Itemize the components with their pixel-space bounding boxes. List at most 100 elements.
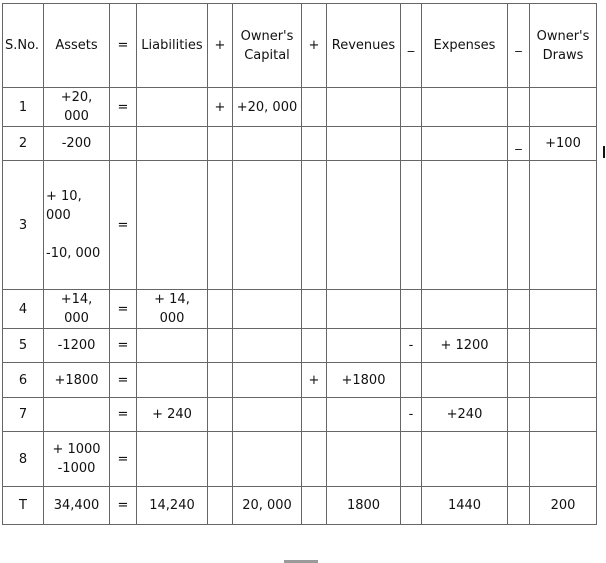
- cell-expenses: [421, 87, 508, 127]
- cell-op3: [301, 328, 327, 363]
- table-row: 7 = + 240 - +240: [2, 397, 597, 432]
- cell-draws: [529, 160, 597, 290]
- cell-op1: =: [109, 87, 137, 127]
- header-cell-op1: =: [109, 3, 137, 88]
- header-cell-op2: +: [207, 3, 233, 88]
- cell-assets: [43, 397, 110, 432]
- cell-op3: [301, 126, 327, 161]
- cell-capital: +20, 000: [232, 87, 302, 127]
- cell-sno: T: [2, 486, 44, 525]
- cell-op4: [400, 486, 422, 525]
- cell-sno: 8: [2, 431, 44, 487]
- cell-revenues: [326, 431, 401, 487]
- header-cell-sno: S.No.: [2, 3, 44, 88]
- cell-capital: [232, 431, 302, 487]
- cell-capital: [232, 328, 302, 363]
- cell-op1: [109, 126, 137, 161]
- scrollbar-stub: [284, 560, 318, 563]
- cell-assets: -200: [43, 126, 110, 161]
- table-row: 5 -1200 = - + 1200: [2, 328, 597, 363]
- cell-capital: 20, 000: [232, 486, 302, 525]
- cell-op2: [207, 126, 233, 161]
- cell-op4: [400, 289, 422, 329]
- cell-op2: +: [207, 87, 233, 127]
- cell-revenues: [326, 289, 401, 329]
- cell-draws: [529, 328, 597, 363]
- cell-draws: [529, 397, 597, 432]
- cell-draws: [529, 362, 597, 398]
- cell-op3: [301, 486, 327, 525]
- cell-revenues: +1800: [326, 362, 401, 398]
- header-row: S.No. Assets = Liabilities + Owner's Capital +…: [2, 3, 597, 88]
- cell-op4: [400, 362, 422, 398]
- cell-expenses: + 1200: [421, 328, 508, 363]
- cell-op2: [207, 431, 233, 487]
- cell-op2: [207, 160, 233, 290]
- table-row: 3 + 10, 000 -10, 000 =: [2, 160, 597, 290]
- cell-op5: [507, 328, 530, 363]
- table-row: 1 +20, 000 = + +20, 000: [2, 87, 597, 127]
- cell-capital: [232, 160, 302, 290]
- cell-op3: [301, 87, 327, 127]
- cell-revenues: [326, 126, 401, 161]
- cell-op3: [301, 160, 327, 290]
- cell-revenues: [326, 328, 401, 363]
- cell-op5: [507, 362, 530, 398]
- cell-liabilities: [136, 362, 208, 398]
- cell-op1: =: [109, 397, 137, 432]
- accounting-equation-table: S.No. Assets = Liabilities + Owner's Capital +…: [2, 3, 597, 525]
- cell-op1: =: [109, 160, 137, 290]
- header-cell-op5: _: [507, 3, 530, 88]
- cell-expenses: [421, 362, 508, 398]
- cell-sno: 4: [2, 289, 44, 329]
- cell-capital: [232, 289, 302, 329]
- cell-assets: + 1000 -1000: [43, 431, 110, 487]
- cell-op3: [301, 397, 327, 432]
- cell-op4: -: [400, 397, 422, 432]
- header-cell-op3: +: [301, 3, 327, 88]
- cell-assets: +14, 000: [43, 289, 110, 329]
- cell-op4: [400, 431, 422, 487]
- header-cell-revenues: Revenues: [326, 3, 401, 88]
- header-cell-draws: Owner's Draws: [529, 3, 597, 88]
- header-cell-expenses: Expenses: [421, 3, 508, 88]
- cell-op2: [207, 362, 233, 398]
- cell-draws: [529, 289, 597, 329]
- cell-sno: 6: [2, 362, 44, 398]
- cell-op5: [507, 160, 530, 290]
- cell-revenues: [326, 160, 401, 290]
- cell-assets: 34,400: [43, 486, 110, 525]
- table-row: 2 -200 _ +100: [2, 126, 597, 161]
- cell-capital: [232, 362, 302, 398]
- cell-op1: =: [109, 362, 137, 398]
- cell-op5: [507, 486, 530, 525]
- cell-op4: [400, 126, 422, 161]
- cell-expenses: [421, 289, 508, 329]
- cell-capital: [232, 126, 302, 161]
- cell-op5: [507, 289, 530, 329]
- cell-liabilities: [136, 160, 208, 290]
- cell-op5: [507, 87, 530, 127]
- cell-op2: [207, 289, 233, 329]
- cell-op4: [400, 87, 422, 127]
- cell-expenses: [421, 126, 508, 161]
- cell-capital: [232, 397, 302, 432]
- cell-assets: -1200: [43, 328, 110, 363]
- cell-liabilities: [136, 328, 208, 363]
- table-row: 8 + 1000 -1000 =: [2, 431, 597, 487]
- cell-liabilities: [136, 126, 208, 161]
- cell-op5: _: [507, 126, 530, 161]
- cell-op5: [507, 397, 530, 432]
- cell-revenues: 1800: [326, 486, 401, 525]
- cell-expenses: [421, 160, 508, 290]
- cell-sno: 7: [2, 397, 44, 432]
- cell-op3: +: [301, 362, 327, 398]
- cell-revenues: [326, 397, 401, 432]
- cell-op1: =: [109, 431, 137, 487]
- cell-op4: [400, 160, 422, 290]
- cell-sno: 1: [2, 87, 44, 127]
- cell-op3: [301, 431, 327, 487]
- cell-expenses: [421, 431, 508, 487]
- cell-sno: 2: [2, 126, 44, 161]
- table-row: 6 +1800 = + +1800: [2, 362, 597, 398]
